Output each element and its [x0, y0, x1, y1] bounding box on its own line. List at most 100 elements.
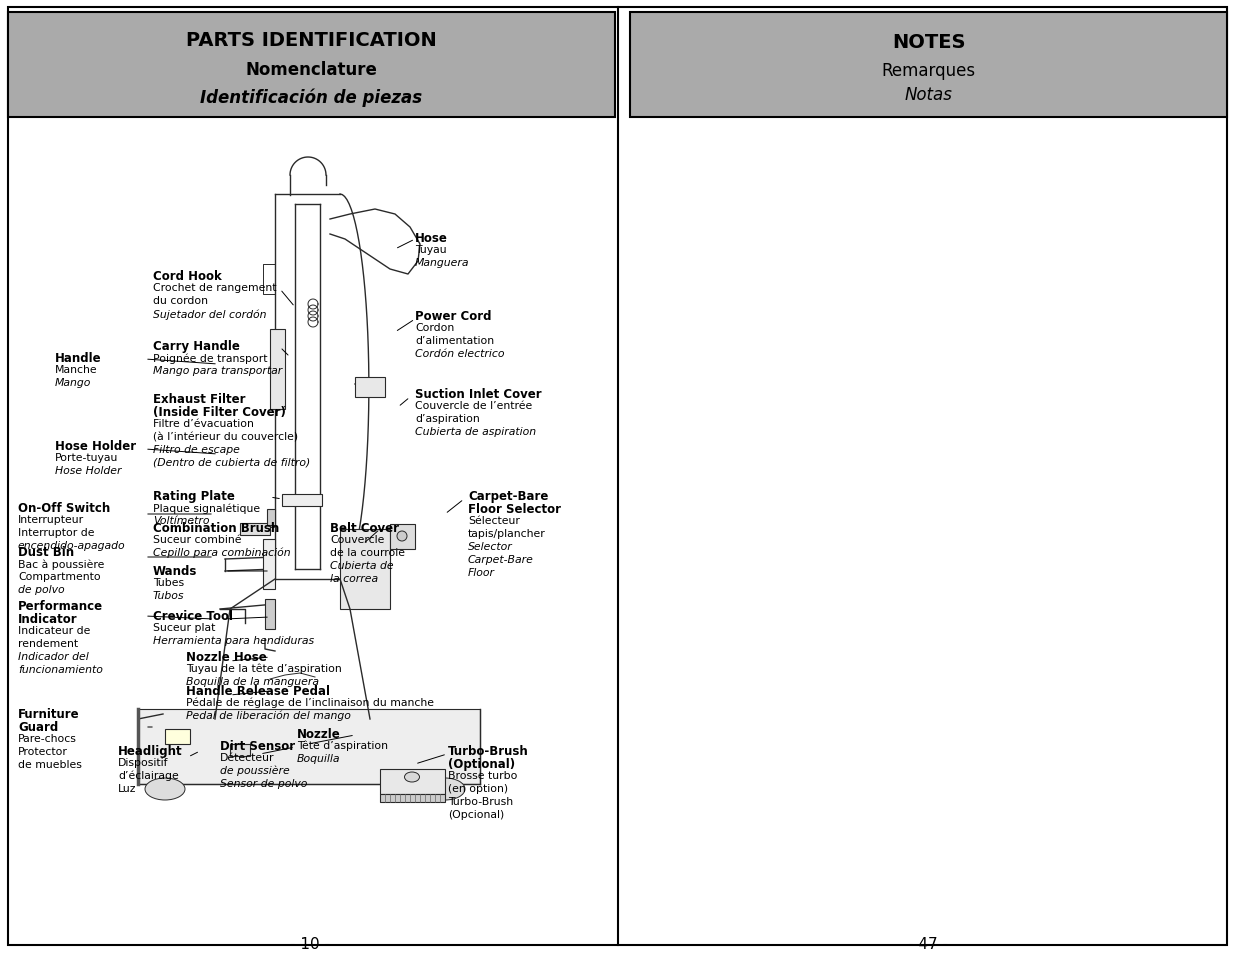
Text: - 47 -: - 47 - — [908, 937, 948, 951]
Text: Carry Handle: Carry Handle — [153, 339, 240, 353]
Text: Mango para transportar: Mango para transportar — [153, 366, 283, 375]
Bar — [7, 13, 615, 118]
Bar — [380, 769, 445, 794]
Bar — [138, 709, 480, 784]
Text: Poignée de transport: Poignée de transport — [153, 353, 268, 363]
Text: Nomenclature: Nomenclature — [246, 61, 378, 79]
Bar — [354, 377, 385, 397]
Text: Handle: Handle — [56, 352, 101, 365]
Text: Dispositif: Dispositif — [119, 758, 168, 767]
Text: Rating Plate: Rating Plate — [153, 490, 235, 502]
Text: Combination Brush: Combination Brush — [153, 521, 279, 535]
Bar — [270, 330, 285, 410]
Text: Sélecteur: Sélecteur — [468, 516, 520, 525]
Text: Dust Bin: Dust Bin — [19, 545, 74, 558]
Text: Cordón electrico: Cordón electrico — [415, 349, 505, 358]
Text: (Opcional): (Opcional) — [448, 809, 504, 820]
Text: d’aspiration: d’aspiration — [415, 414, 479, 423]
Text: Interruptor de: Interruptor de — [19, 527, 95, 537]
Text: la correa: la correa — [330, 574, 378, 583]
Text: Handle Release Pedal: Handle Release Pedal — [186, 684, 330, 698]
Text: Hose Holder: Hose Holder — [56, 465, 121, 476]
Text: Porte-tuyau: Porte-tuyau — [56, 453, 119, 462]
Text: du cordon: du cordon — [153, 295, 207, 306]
Text: Couvercle: Couvercle — [330, 535, 384, 544]
Text: Suceur plat: Suceur plat — [153, 622, 215, 633]
Text: Luz: Luz — [119, 783, 137, 793]
Text: Identificación de piezas: Identificación de piezas — [200, 89, 422, 107]
Text: Dirt Sensor: Dirt Sensor — [220, 740, 295, 752]
Text: Tuyau: Tuyau — [415, 245, 447, 254]
Ellipse shape — [405, 772, 420, 782]
Text: Suction Inlet Cover: Suction Inlet Cover — [415, 388, 542, 400]
Text: Tuyau de la tête d’aspiration: Tuyau de la tête d’aspiration — [186, 663, 342, 674]
Bar — [390, 524, 415, 550]
Text: Turbo-Brush: Turbo-Brush — [448, 744, 529, 758]
Text: Bac à poussière: Bac à poussière — [19, 558, 105, 569]
Text: Nozzle: Nozzle — [296, 727, 341, 740]
Text: Cubierta de: Cubierta de — [330, 560, 394, 571]
Text: Manguera: Manguera — [415, 257, 469, 268]
Text: Protector: Protector — [19, 746, 68, 757]
Text: NOTES: NOTES — [892, 33, 966, 52]
Bar — [165, 729, 190, 744]
Text: Compartmento: Compartmento — [19, 572, 100, 581]
Text: (à l’intérieur du couvercle): (à l’intérieur du couvercle) — [153, 432, 298, 441]
Text: funcionamiento: funcionamiento — [19, 664, 103, 675]
Text: Belt Cover: Belt Cover — [330, 521, 399, 535]
Text: Brosse turbo: Brosse turbo — [448, 770, 517, 781]
Text: Floor Selector: Floor Selector — [468, 502, 561, 516]
Text: Indicator: Indicator — [19, 613, 78, 625]
Text: Indicador del: Indicador del — [19, 651, 89, 661]
Text: Floor: Floor — [468, 567, 495, 578]
Text: Filtro de escape: Filtro de escape — [153, 444, 240, 455]
Text: Nozzle Hose: Nozzle Hose — [186, 650, 267, 663]
Text: Cepillo para combinación: Cepillo para combinación — [153, 547, 290, 558]
Ellipse shape — [425, 779, 466, 801]
Text: Plaque signalétique: Plaque signalétique — [153, 502, 261, 513]
Bar — [263, 539, 275, 589]
Text: de la courroie: de la courroie — [330, 547, 405, 558]
Bar — [240, 523, 270, 536]
Bar — [282, 495, 322, 506]
Text: encendido-apagado: encendido-apagado — [19, 540, 126, 551]
Ellipse shape — [396, 532, 408, 541]
Text: tapis/plancher: tapis/plancher — [468, 529, 546, 538]
Bar — [267, 510, 275, 525]
Text: d’éclairage: d’éclairage — [119, 770, 179, 781]
Text: Détecteur: Détecteur — [220, 752, 274, 762]
Text: Hose Holder: Hose Holder — [56, 439, 136, 453]
Text: Cord Hook: Cord Hook — [153, 270, 222, 283]
Text: Pare-chocs: Pare-chocs — [19, 733, 77, 743]
Text: Turbo-Brush: Turbo-Brush — [448, 796, 513, 806]
Text: de poussière: de poussière — [220, 765, 290, 776]
Text: Crochet de rangement: Crochet de rangement — [153, 283, 277, 293]
Text: Manche: Manche — [56, 365, 98, 375]
Text: On-Off Switch: On-Off Switch — [19, 501, 110, 515]
Text: de polvo: de polvo — [19, 584, 64, 595]
Text: Suceur combiné: Suceur combiné — [153, 535, 242, 544]
Text: Pedal de liberación del mango: Pedal de liberación del mango — [186, 710, 351, 720]
Text: Pédale de réglage de l’inclinaison du manche: Pédale de réglage de l’inclinaison du ma… — [186, 698, 433, 708]
Text: Crevice Tool: Crevice Tool — [153, 609, 233, 622]
Text: Wands: Wands — [153, 564, 198, 578]
Text: Voltímetro: Voltímetro — [153, 516, 210, 525]
Text: Sujetador del cordón: Sujetador del cordón — [153, 309, 267, 319]
Text: - 10 -: - 10 - — [290, 937, 330, 951]
Text: Carpet-Bare: Carpet-Bare — [468, 555, 534, 564]
Text: Tête d’aspiration: Tête d’aspiration — [296, 740, 388, 751]
Text: (Dentro de cubierta de filtro): (Dentro de cubierta de filtro) — [153, 457, 310, 468]
Text: Boquilla de la manguera: Boquilla de la manguera — [186, 677, 319, 686]
Text: Exhaust Filter: Exhaust Filter — [153, 393, 246, 406]
Text: Power Cord: Power Cord — [415, 310, 492, 323]
Bar — [380, 794, 445, 802]
Text: Mango: Mango — [56, 377, 91, 388]
Text: Sensor de polvo: Sensor de polvo — [220, 779, 308, 788]
Text: Furniture: Furniture — [19, 707, 79, 720]
Text: Indicateur de: Indicateur de — [19, 625, 90, 636]
Text: Cordon: Cordon — [415, 323, 454, 333]
Text: (Inside Filter Cover): (Inside Filter Cover) — [153, 406, 285, 418]
Text: Carpet-Bare: Carpet-Bare — [468, 490, 548, 502]
Text: Cubierta de aspiration: Cubierta de aspiration — [415, 427, 536, 436]
Text: Notas: Notas — [904, 86, 952, 104]
